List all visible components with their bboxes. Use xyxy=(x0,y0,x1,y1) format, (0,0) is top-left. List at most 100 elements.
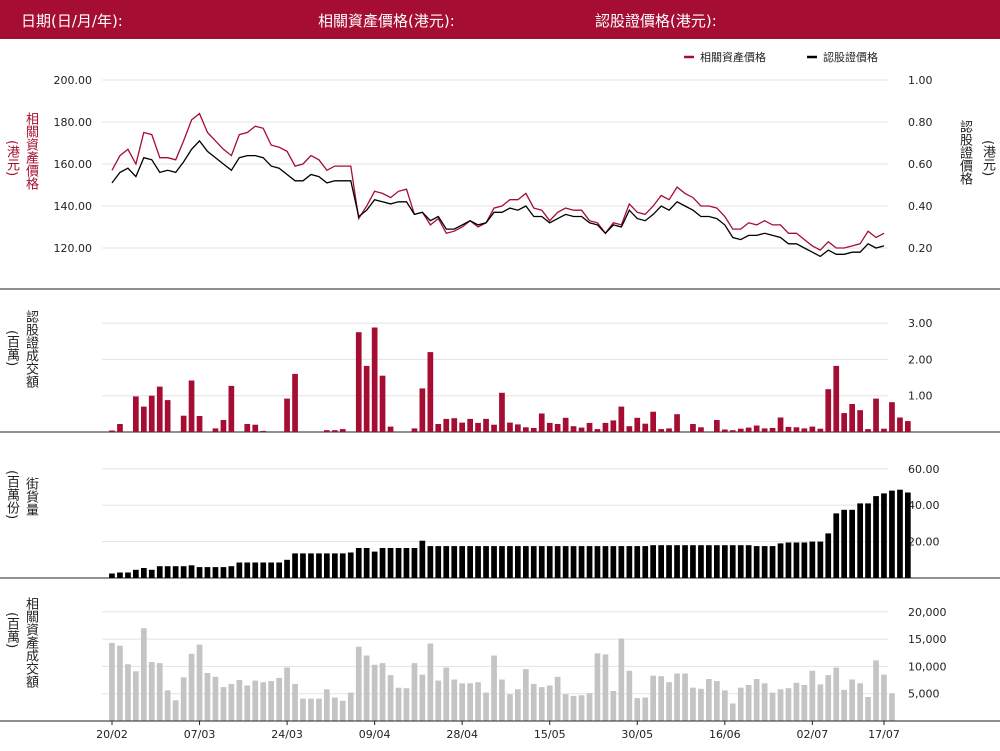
underlying-turnover-bar xyxy=(451,679,458,721)
warrant-turnover-bar xyxy=(355,332,362,432)
outstanding-bar xyxy=(459,546,465,578)
price-right-tick: 0.60 xyxy=(908,158,933,171)
warrant-turnover-bar xyxy=(339,429,346,432)
underlying-turnover-bar xyxy=(483,692,489,721)
warrant-turnover-tick: 1.00 xyxy=(908,390,933,403)
outstanding-bar xyxy=(180,566,187,578)
outstanding-bar xyxy=(363,548,370,578)
warrant-turnover-bar xyxy=(602,422,609,432)
outstanding-bar xyxy=(260,562,267,578)
warrant-turnover-bar xyxy=(451,418,458,432)
underlying-turnover-bar xyxy=(403,688,410,721)
underlying-turnover-bar xyxy=(769,692,776,721)
outstanding-bar xyxy=(722,545,728,578)
underlying-turnover-bar xyxy=(491,655,497,721)
warrant-turnover-bar xyxy=(363,365,370,432)
underlying-turnover-bar xyxy=(148,662,155,721)
outstanding-bar xyxy=(618,546,625,578)
warrant-turnover-bar xyxy=(586,422,593,432)
underlying-turnover-bar xyxy=(459,683,465,721)
outstanding-bar xyxy=(204,567,211,578)
warrant-turnover-bar xyxy=(889,402,895,432)
warrant-turnover-bar xyxy=(164,400,171,432)
x-axis-tick-label: 20/02 xyxy=(96,728,128,741)
warrant-turnover-bar xyxy=(833,365,840,432)
warrant-turnover-bar xyxy=(618,406,625,432)
outstanding-bar xyxy=(698,545,704,578)
warrant-turnover-bar xyxy=(825,389,832,432)
warrant-turnover-tick: 2.00 xyxy=(908,353,933,366)
x-axis-tick-label: 16/06 xyxy=(709,728,741,741)
underlying-turnover-bar xyxy=(188,653,195,721)
underlying-turnover-bar xyxy=(180,677,187,721)
outstanding-bar xyxy=(403,548,410,578)
warrant-turnover-bar xyxy=(212,428,219,432)
outstanding-bar xyxy=(538,546,545,578)
underlying-turnover-bar xyxy=(881,674,887,721)
underlying-turnover-bar xyxy=(435,680,442,721)
underlying-turnover-bar xyxy=(817,684,824,721)
outstanding-bar xyxy=(164,566,171,578)
warrant-turnover-bar xyxy=(658,429,664,432)
outstanding-bar xyxy=(602,546,609,578)
warrant-turnover-bar xyxy=(156,386,163,432)
warrant-turnover-bar xyxy=(849,404,855,432)
outstanding-bar xyxy=(658,545,664,578)
outstanding-bar xyxy=(530,546,537,578)
outstanding-bar xyxy=(371,551,378,578)
underlying-turnover-bar xyxy=(793,682,800,721)
underlying-turnover-bar xyxy=(634,698,641,721)
warrant-turnover-bar xyxy=(857,410,863,432)
price-right-tick: 0.80 xyxy=(908,116,933,129)
underlying-turnover-bar xyxy=(538,687,545,721)
warrant-turnover-bar xyxy=(483,418,489,432)
underlying-turnover-bar xyxy=(467,683,473,721)
outstanding-bar xyxy=(141,568,147,578)
outstanding-bar xyxy=(825,533,832,578)
warrant-turnover-bar xyxy=(546,422,553,432)
outstanding-bar xyxy=(117,572,123,578)
outstanding-bar xyxy=(857,503,863,578)
outstanding-bar xyxy=(220,567,227,578)
outstanding-bar xyxy=(650,545,656,578)
warrant-turnover-bar xyxy=(467,418,473,432)
warrant-turnover-bar xyxy=(491,424,497,432)
underlying-turnover-bar xyxy=(666,682,672,721)
underlying-turnover-bar xyxy=(554,676,561,721)
warrant-turnover-bar xyxy=(777,417,784,432)
underlying-turnover-bar xyxy=(204,673,211,721)
underlying-turnover-bar xyxy=(523,669,529,721)
outstanding-bar xyxy=(188,565,195,578)
outstanding-bar xyxy=(276,562,282,578)
legend-warrant-label: 認股證價格 xyxy=(823,50,878,64)
outstanding-bar xyxy=(578,546,585,578)
underlying-turnover-bar xyxy=(268,681,274,721)
warrant-turnover-bar xyxy=(817,428,824,432)
outstanding-bar xyxy=(427,546,434,578)
warrant-turnover-bar xyxy=(729,430,736,432)
outstanding-bar xyxy=(347,552,354,578)
outstanding-bar xyxy=(610,546,617,578)
warrant-turnover-bar xyxy=(809,426,816,432)
warrant-turnover-bar xyxy=(252,424,259,432)
outstanding-bar xyxy=(435,546,442,578)
underlying-turnover-bar xyxy=(507,694,513,721)
outstanding-bar xyxy=(785,542,792,578)
outstanding-bar xyxy=(332,553,338,578)
warrant-turnover-bar xyxy=(180,415,187,432)
underlying-turnover-bar xyxy=(244,685,251,721)
warrant-turnover-bar xyxy=(188,380,195,432)
underlying-turnover-bar xyxy=(515,689,521,721)
outstanding-bar xyxy=(419,540,426,578)
underlying-turnover-bar xyxy=(737,687,744,721)
warrant-turnover-bar xyxy=(666,428,672,432)
underlying-turnover-bar xyxy=(690,687,696,721)
price-right-tick: 0.40 xyxy=(908,200,933,213)
underlying-turnover-bar xyxy=(109,642,115,721)
outstanding-bar xyxy=(324,553,330,578)
underlying-turnover-bar xyxy=(873,660,879,721)
x-axis-tick-label: 02/07 xyxy=(797,728,829,741)
warrant-turnover-bar xyxy=(785,426,792,432)
warrant-turnover-bar xyxy=(642,423,649,432)
underlying-turnover-bar xyxy=(164,690,171,721)
